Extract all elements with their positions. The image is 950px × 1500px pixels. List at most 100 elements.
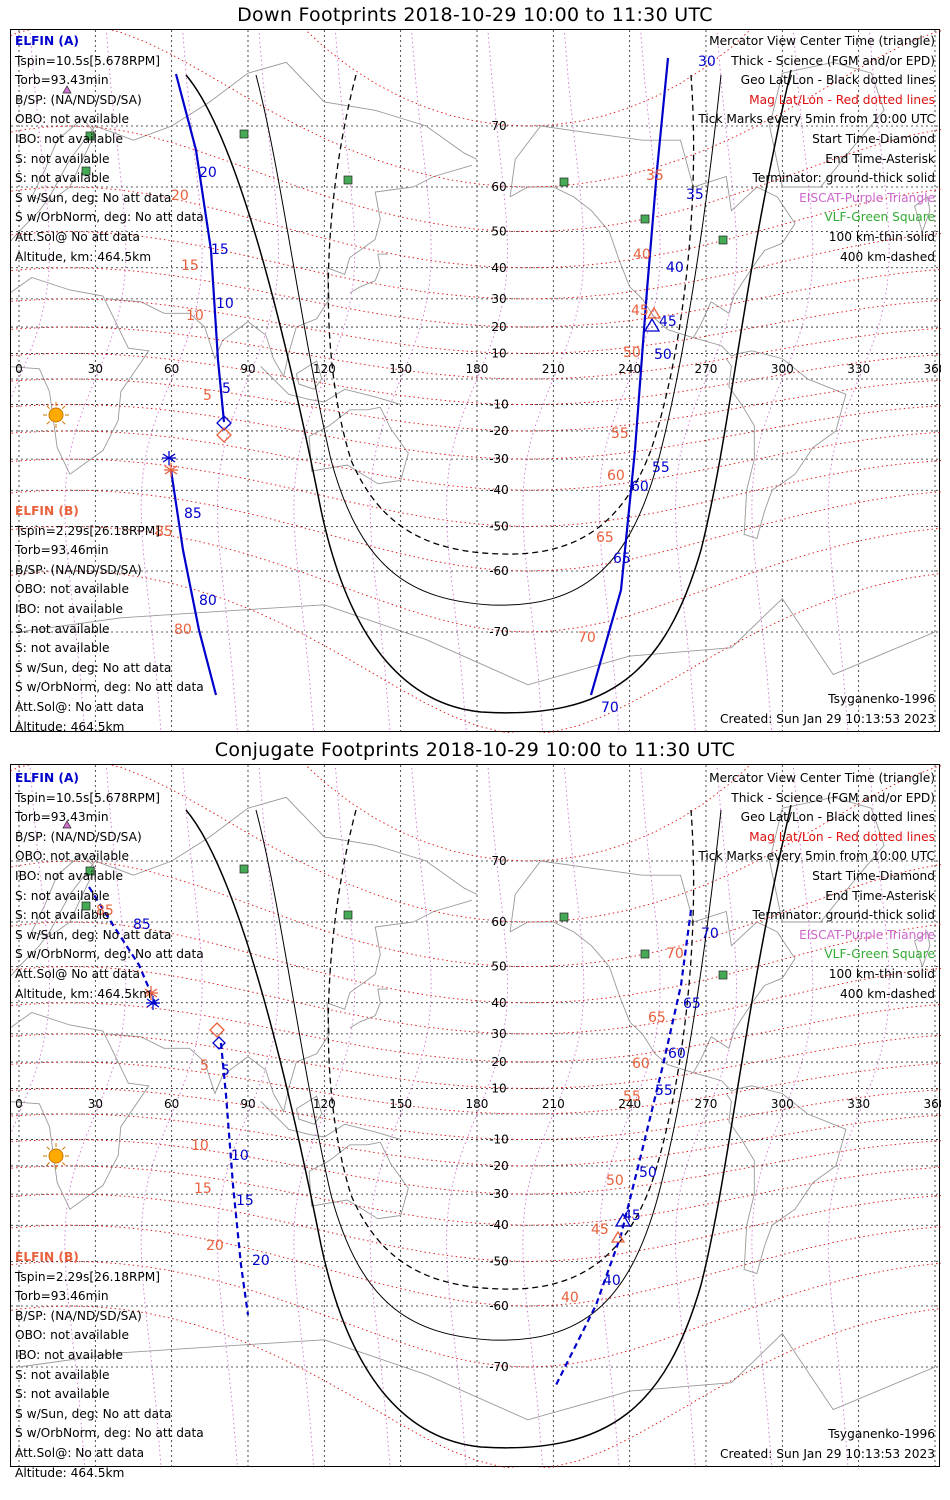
mag-lon-line bbox=[64, 30, 127, 733]
legend-item: Tick Marks every 5min from 10:00 UTC bbox=[698, 849, 935, 864]
elfin-a-mag-tick-label: 10 bbox=[191, 1138, 209, 1154]
elfin-b-mag-tick-label: 80 bbox=[174, 622, 192, 638]
sat-a-line: Att.Sol@ No att data bbox=[15, 229, 140, 244]
sat-b-info: ELFIN (B) Tspin=2.29s[26.18RPM] Torb=93.… bbox=[15, 502, 204, 737]
mag-lon-line bbox=[369, 765, 432, 1468]
coastline bbox=[11, 1012, 150, 1210]
vlf-green-square bbox=[343, 910, 353, 920]
map-canvas: 0 30 60 90 120 150 180 210 240 270 300 330 360 70 60 50… bbox=[11, 765, 941, 1468]
sat-b-line: Tspin=2.29s[26.18RPM] bbox=[15, 523, 161, 538]
mag-lon-line bbox=[522, 765, 585, 1468]
created-timestamp: Created: Sun Jan 29 10:13:53 2023 bbox=[720, 1446, 935, 1461]
mag-lon-line bbox=[598, 30, 661, 733]
legend-item: Terminator: ground-thick solid bbox=[752, 908, 935, 923]
lat-label: -70 bbox=[489, 625, 509, 639]
lat-label: -30 bbox=[489, 452, 509, 466]
lon-label: 210 bbox=[542, 362, 565, 376]
legend-item: EISCAT-Purple Triangle bbox=[799, 190, 935, 205]
lon-label: 270 bbox=[695, 1097, 718, 1111]
elfin-a-tick-label: 70 bbox=[701, 926, 719, 942]
sat-a-line: B/SP: (NA/ND/SD/SA) bbox=[15, 92, 142, 107]
elfin-a-tick-label: 50 bbox=[639, 1165, 657, 1181]
mag-lon-line bbox=[293, 30, 356, 733]
lon-label: 330 bbox=[847, 362, 870, 376]
elfin-a-tick-label: 45 bbox=[623, 1208, 641, 1224]
mag-lat-line bbox=[11, 430, 941, 491]
mag-lon-line bbox=[140, 30, 203, 733]
elfin-a-mag-tick-label: 55 bbox=[611, 426, 629, 442]
lat-label: -50 bbox=[489, 519, 509, 533]
terminator-ground bbox=[185, 69, 792, 714]
elfin-a-mag-tick-label: 50 bbox=[606, 1173, 624, 1189]
sat-a-info: ELFIN (A) Tspin=10.5s[5.678RPM] Torb=93.… bbox=[15, 32, 204, 267]
sat-b-line: S: not available bbox=[15, 621, 110, 636]
legend-item: Terminator: ground-thick solid bbox=[752, 171, 935, 186]
elfin-a-tick-label: 35 bbox=[686, 187, 704, 203]
lon-label: 300 bbox=[771, 362, 794, 376]
coastline bbox=[769, 796, 885, 923]
elfin-a-track bbox=[589, 57, 670, 696]
sun-ray bbox=[62, 1162, 66, 1166]
vlf-green-square bbox=[559, 912, 569, 922]
coastline bbox=[509, 860, 796, 1074]
lon-label: 90 bbox=[240, 362, 255, 376]
coastline bbox=[308, 1141, 409, 1220]
lat-label: 40 bbox=[491, 996, 506, 1010]
sat-b-line: S w/Sun, deg: No att data bbox=[15, 660, 172, 675]
elfin-a-mag-tick-label: 65 bbox=[596, 530, 614, 546]
sat-a-line: OBO: not available bbox=[15, 849, 129, 864]
mag-lat-line bbox=[11, 966, 941, 1035]
sun-ray bbox=[62, 421, 66, 425]
terminator-ground bbox=[185, 804, 792, 1449]
sat-b-line: Altitude: 464.5km bbox=[15, 1465, 125, 1480]
legend-item: Mercator View Center Time (triangle) bbox=[709, 34, 935, 48]
sat-a-line: IBO: not available bbox=[15, 131, 123, 146]
lon-label: 330 bbox=[847, 1097, 870, 1111]
coastline bbox=[509, 125, 796, 339]
vlf-green-square bbox=[85, 131, 95, 141]
elfin-a-tick-label: 5 bbox=[222, 381, 231, 397]
sat-b-line: Torb=93.46min bbox=[15, 1289, 109, 1304]
coastline bbox=[260, 1100, 401, 1141]
elfin-a-tick-label: 40 bbox=[603, 1273, 621, 1289]
vlf-green-square bbox=[85, 866, 95, 876]
map-panel-down: 0 30 60 90 120 150 180 210 240 270 300 330 360 70 60 50… bbox=[10, 29, 941, 734]
sat-b-line: Torb=93.46min bbox=[15, 543, 109, 558]
sat-a-line: Torb=93.43min bbox=[15, 73, 109, 88]
map-canvas: 0 30 60 90 120 150 180 210 240 270 300 330 360 70 60 50… bbox=[11, 30, 941, 733]
sat-b-line: S w/OrbNorm, deg: No att data bbox=[15, 1426, 204, 1441]
coastline bbox=[693, 337, 847, 540]
elfin-a-tick-label: 65 bbox=[683, 996, 701, 1012]
sat-a-line: B/SP: (NA/ND/SD/SA) bbox=[15, 829, 142, 844]
sun-icon bbox=[48, 1148, 64, 1164]
lat-label: -60 bbox=[489, 564, 509, 578]
mag-lat-line bbox=[11, 30, 941, 188]
panel-title-down: Down Footprints 2018-10-29 10:00 to 11:3… bbox=[237, 4, 713, 26]
lon-label: 180 bbox=[466, 1097, 489, 1111]
mag-lat-line bbox=[11, 1002, 941, 1063]
lat-label: 60 bbox=[491, 915, 506, 929]
legend: Mercator View Center Time (triangle) Thi… bbox=[698, 32, 935, 267]
elfin-a-tick-label: 10 bbox=[231, 1148, 249, 1164]
mag-lat-line bbox=[11, 1139, 941, 1195]
legend-item: VLF-Green Square bbox=[824, 947, 935, 962]
elfin-b-mag-tick-label: 85 bbox=[155, 524, 173, 540]
vlf-green-square bbox=[718, 970, 728, 980]
elfin-a-track bbox=[88, 886, 158, 1006]
legend-item: Thick - Science (FGM and/or EPD) bbox=[731, 790, 935, 805]
legend-item: 400 km-dashed bbox=[840, 249, 935, 264]
sat-a-line: Torb=93.43min bbox=[15, 810, 109, 825]
mag-lat-line bbox=[11, 1113, 941, 1167]
created-timestamp: Created: Sun Jan 29 10:13:53 2023 bbox=[720, 711, 935, 726]
lon-label: 210 bbox=[542, 1097, 565, 1111]
lat-label: -20 bbox=[489, 424, 509, 438]
coastline bbox=[914, 931, 931, 967]
lat-label: 40 bbox=[491, 261, 506, 275]
center-time-triangle bbox=[614, 1212, 632, 1227]
sun-ray bbox=[46, 1162, 50, 1166]
terminator-100km bbox=[255, 74, 722, 606]
sat-a-line: Altitude, km: 464.5km bbox=[15, 986, 152, 1001]
mag-lat-line bbox=[11, 352, 941, 406]
terminator-400km bbox=[327, 809, 695, 1290]
sun-ray bbox=[62, 1146, 66, 1150]
